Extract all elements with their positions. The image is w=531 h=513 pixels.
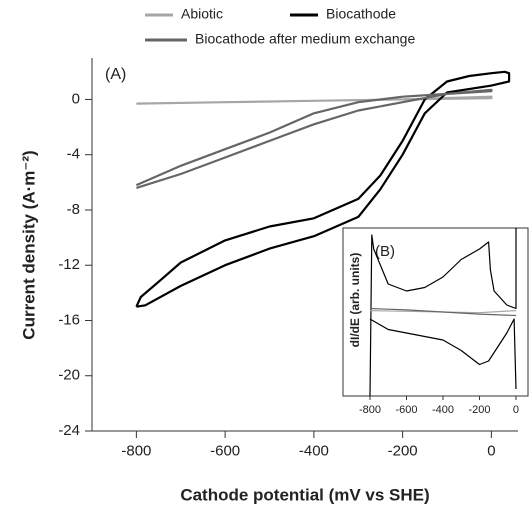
y-tick-label: 0 bbox=[72, 90, 80, 107]
x-axis-title: Cathode potential (mV vs SHE) bbox=[180, 485, 429, 504]
x-tick-label: -600 bbox=[395, 404, 417, 416]
inset-y-title: dI/dE (arb. units) bbox=[348, 253, 362, 348]
series-line bbox=[369, 228, 517, 397]
legend-label: Biocathode after medium exchange bbox=[195, 31, 415, 47]
panel-label: (A) bbox=[105, 66, 126, 83]
y-tick-label: -16 bbox=[58, 311, 80, 328]
x-tick-label: -200 bbox=[468, 404, 490, 416]
series-line bbox=[135, 88, 493, 189]
y-tick-label: -12 bbox=[58, 256, 80, 273]
x-tick-label: -200 bbox=[388, 442, 418, 459]
x-tick-label: -400 bbox=[299, 442, 329, 459]
y-tick-label: -20 bbox=[58, 367, 80, 384]
x-tick-label: 0 bbox=[513, 404, 519, 416]
x-tick-label: -600 bbox=[210, 442, 240, 459]
series-line bbox=[369, 318, 517, 390]
y-axis-title: Current density (A·m⁻²) bbox=[19, 150, 38, 339]
legend-label: Biocathode bbox=[326, 6, 396, 22]
y-tick-label: -24 bbox=[58, 422, 80, 439]
y-tick-label: -4 bbox=[67, 146, 80, 163]
series-line bbox=[136, 95, 493, 105]
x-tick-label: -400 bbox=[432, 404, 454, 416]
x-tick-label: -800 bbox=[121, 442, 151, 459]
x-tick-label: 0 bbox=[487, 442, 495, 459]
series-line bbox=[135, 70, 511, 308]
x-tick-label: -800 bbox=[359, 404, 381, 416]
legend-label: Abiotic bbox=[181, 6, 223, 22]
inset-label: (B) bbox=[375, 243, 395, 260]
series-line bbox=[369, 307, 517, 317]
y-tick-label: -8 bbox=[67, 201, 80, 218]
